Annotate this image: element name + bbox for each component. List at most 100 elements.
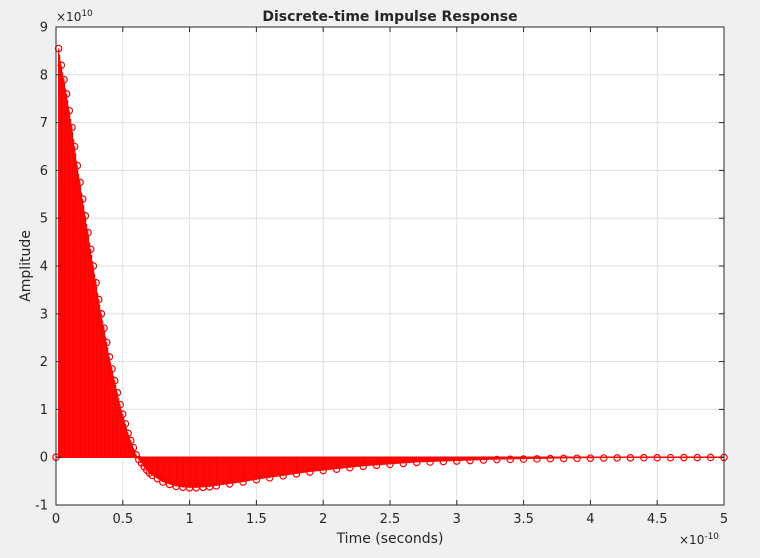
data-point <box>666 453 675 462</box>
data-point <box>452 457 461 465</box>
data-point <box>332 465 341 473</box>
x-tick-label: 3.5 <box>513 512 534 527</box>
data-point <box>70 142 79 151</box>
y-tick-label: 1 <box>40 403 48 418</box>
data-point <box>306 468 314 476</box>
data-point <box>81 212 90 220</box>
data-point <box>706 453 715 462</box>
data-point <box>78 195 87 203</box>
chart-title: Discrete-time Impulse Response <box>262 9 517 25</box>
data-point <box>54 44 63 53</box>
data-point <box>239 478 247 486</box>
y-tick-label: 9 <box>40 21 48 36</box>
data-point <box>113 388 122 397</box>
data-point <box>102 338 111 347</box>
data-point <box>121 419 130 428</box>
data-point <box>252 475 261 484</box>
data-point <box>110 376 119 385</box>
y-tick-label: 8 <box>40 68 48 83</box>
x-tick-label: 1.5 <box>246 512 267 527</box>
data-point <box>68 123 76 132</box>
data-point <box>105 353 114 361</box>
data-point <box>412 458 421 467</box>
y-tick-label: 0 <box>40 451 48 466</box>
x-tick-label: 4 <box>586 512 594 527</box>
data-point <box>640 453 648 462</box>
data-point <box>599 454 608 462</box>
data-point <box>399 459 408 468</box>
data-point <box>65 106 74 115</box>
data-point <box>97 309 106 318</box>
data-point <box>108 364 116 373</box>
data-point <box>533 455 541 463</box>
y-tick-label: 6 <box>40 164 48 179</box>
data-point <box>653 453 662 462</box>
data-point <box>426 458 434 466</box>
data-point <box>89 262 98 270</box>
data-point <box>519 455 528 463</box>
x-tick-label: 3 <box>453 512 461 527</box>
data-point <box>279 472 287 480</box>
data-point <box>680 453 688 462</box>
data-point <box>319 466 328 475</box>
data-point <box>124 429 132 438</box>
data-point <box>613 454 621 462</box>
data-point <box>546 454 555 463</box>
data-point <box>573 454 581 463</box>
x-tick-label: 4.5 <box>647 512 668 527</box>
data-point <box>439 457 448 466</box>
x-tick-label: 2 <box>319 512 327 527</box>
y-axis-label: Amplitude <box>18 230 34 302</box>
data-point <box>119 410 127 418</box>
data-point <box>94 295 103 304</box>
data-point <box>466 456 474 465</box>
data-point <box>159 478 167 486</box>
data-point <box>372 461 381 470</box>
data-point <box>265 473 274 482</box>
data-point <box>116 400 124 409</box>
x-tick-label: 5 <box>720 512 728 527</box>
data-point <box>100 324 108 332</box>
data-point <box>586 454 595 462</box>
x-tick-label: 1 <box>185 512 193 527</box>
data-point <box>57 61 66 70</box>
x-tick-label: 0.5 <box>112 512 133 527</box>
data-point <box>212 482 221 490</box>
data-point <box>559 454 568 463</box>
data-point <box>92 278 100 287</box>
axis-ticks: 0 0.5 1 1.5 2 2.5 3 3.5 4 4.5 5 -1 0 1 2 3 4 5 6 7 8 9 <box>35 21 728 528</box>
data-point <box>84 228 92 237</box>
data-point <box>86 245 95 254</box>
data-point <box>148 471 156 480</box>
data-point <box>479 456 488 464</box>
x-tick-label: 0 <box>52 512 60 527</box>
data-point <box>60 75 68 84</box>
data-point <box>506 455 515 464</box>
data-point <box>346 463 354 472</box>
x-axis-label: Time (seconds) <box>336 531 444 547</box>
data-markers <box>52 44 728 492</box>
data-point <box>62 90 71 98</box>
data-point <box>225 480 234 488</box>
y-tick-label: 7 <box>40 116 48 131</box>
data-point <box>129 443 138 452</box>
data-point <box>626 454 635 462</box>
y-tick-label: 4 <box>40 260 48 275</box>
data-point <box>292 470 301 478</box>
data-point <box>165 480 174 489</box>
stem-lines <box>56 48 725 488</box>
data-point <box>153 474 162 483</box>
data-point <box>359 462 368 471</box>
y-tick-label: 5 <box>40 212 48 227</box>
data-point <box>76 178 84 187</box>
y-exponent: ×1010 <box>56 9 93 24</box>
data-point <box>73 161 82 170</box>
x-tick-label: 2.5 <box>380 512 401 527</box>
data-point <box>127 436 135 445</box>
x-exponent: ×10-10 <box>679 532 719 547</box>
data-point <box>386 460 394 469</box>
data-point <box>493 455 501 464</box>
y-tick-label: 2 <box>40 355 48 370</box>
data-point <box>693 453 702 462</box>
